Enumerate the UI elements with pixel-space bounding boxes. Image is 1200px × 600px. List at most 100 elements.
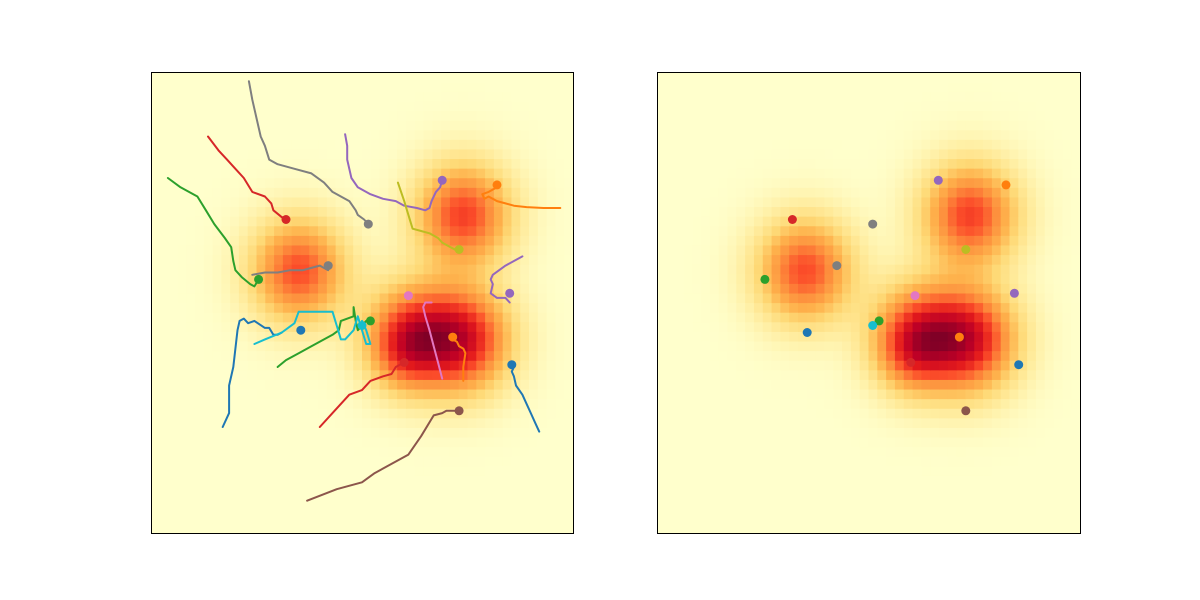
heatmap-cell xyxy=(344,523,354,534)
heatmap-cell xyxy=(1071,139,1081,150)
heatmap-cell xyxy=(151,254,161,265)
heatmap-cell xyxy=(1062,408,1072,419)
endpoint-marker xyxy=(933,175,943,185)
heatmap-cell xyxy=(230,158,240,169)
heatmap-cell xyxy=(397,196,407,208)
heatmap-cell xyxy=(441,436,451,448)
heatmap-cell xyxy=(833,513,843,524)
heatmap-cell xyxy=(212,283,222,294)
heatmap-cell xyxy=(886,273,896,284)
heatmap-cell xyxy=(798,456,808,467)
heatmap-cell xyxy=(335,158,346,169)
heatmap-cell xyxy=(546,475,557,486)
heatmap-cell xyxy=(974,465,984,476)
heatmap-cell xyxy=(833,91,843,102)
heatmap-cell xyxy=(727,436,737,448)
heatmap-cell xyxy=(1000,417,1011,428)
heatmap-cell xyxy=(388,312,398,323)
heatmap-cell xyxy=(903,436,914,448)
heatmap-cell xyxy=(912,72,922,83)
heatmap-cell xyxy=(815,139,826,150)
heatmap-cell xyxy=(186,273,196,284)
heatmap-cell xyxy=(458,254,469,265)
heatmap-cell xyxy=(318,350,328,361)
heatmap-cell xyxy=(291,158,302,169)
heatmap-cell xyxy=(947,168,958,179)
heatmap-cell xyxy=(921,187,931,198)
heatmap-cell xyxy=(674,417,685,428)
heatmap-cell xyxy=(736,81,746,92)
heatmap-cell xyxy=(842,148,852,160)
heatmap-cell xyxy=(168,302,178,313)
heatmap-cell xyxy=(397,369,407,380)
heatmap-cell xyxy=(771,475,781,486)
heatmap-cell xyxy=(151,216,161,227)
heatmap-cell xyxy=(159,225,170,236)
heatmap-cell xyxy=(745,340,755,352)
heatmap-cell xyxy=(256,321,266,332)
heatmap-cell xyxy=(912,110,922,121)
heatmap-cell xyxy=(230,273,240,284)
heatmap-cell xyxy=(405,475,416,486)
heatmap-cell xyxy=(186,398,196,409)
heatmap-cell xyxy=(247,369,258,380)
heatmap-cell xyxy=(753,139,764,150)
heatmap-cell xyxy=(806,206,817,217)
trajectory-line xyxy=(221,317,283,428)
heatmap-cell xyxy=(939,379,949,390)
heatmap-cell xyxy=(159,292,170,304)
heatmap-cell xyxy=(326,244,337,256)
heatmap-cell xyxy=(511,91,521,102)
heatmap-cell xyxy=(1062,379,1072,390)
heatmap-cell xyxy=(991,81,1002,92)
heatmap-cell xyxy=(1071,264,1081,275)
heatmap-cell xyxy=(753,456,764,467)
heatmap-cell xyxy=(886,417,896,428)
heatmap-cell xyxy=(537,504,548,515)
heatmap-cell xyxy=(842,225,852,236)
heatmap-cell xyxy=(194,331,205,342)
heatmap-cell xyxy=(771,302,781,313)
heatmap-cell xyxy=(238,475,249,486)
heatmap-cell xyxy=(692,523,702,534)
heatmap-cell xyxy=(683,427,693,438)
heatmap-cell xyxy=(397,494,407,505)
heatmap-cell xyxy=(903,475,914,486)
heatmap-cell xyxy=(657,350,667,361)
heatmap-cell xyxy=(151,427,161,438)
heatmap-cell xyxy=(238,100,249,112)
heatmap-cell xyxy=(1018,283,1028,294)
heatmap-cell xyxy=(388,225,398,236)
heatmap-cell xyxy=(1053,292,1063,304)
heatmap-cell xyxy=(379,100,389,112)
heatmap-cell xyxy=(151,273,161,284)
heatmap-cell xyxy=(771,120,781,131)
heatmap-cell xyxy=(476,456,486,467)
heatmap-cell xyxy=(745,168,755,179)
heatmap-cell xyxy=(1018,225,1028,236)
heatmap-cell xyxy=(529,398,539,409)
heatmap-cell xyxy=(956,388,967,400)
heatmap-cell xyxy=(502,302,513,313)
heatmap-cell xyxy=(727,129,737,140)
heatmap-cell xyxy=(493,148,504,160)
heatmap-cell xyxy=(423,273,433,284)
heatmap-cell xyxy=(449,177,460,188)
heatmap-cell xyxy=(683,264,693,275)
heatmap-cell xyxy=(564,331,574,342)
heatmap-cell xyxy=(537,475,548,486)
endpoint-marker xyxy=(363,219,373,229)
heatmap-cell xyxy=(1062,504,1072,515)
heatmap-cell xyxy=(947,216,958,227)
heatmap-cell xyxy=(564,120,574,131)
heatmap-cell xyxy=(326,350,337,361)
heatmap-cell xyxy=(520,475,530,486)
heatmap-cell xyxy=(485,360,495,371)
heatmap-cell xyxy=(449,523,460,534)
heatmap-cell xyxy=(789,494,799,505)
heatmap-cell xyxy=(564,177,574,188)
heatmap-cell xyxy=(388,81,398,92)
heatmap-cell xyxy=(727,235,737,246)
heatmap-cell xyxy=(1062,244,1072,256)
heatmap-cell xyxy=(991,139,1002,150)
